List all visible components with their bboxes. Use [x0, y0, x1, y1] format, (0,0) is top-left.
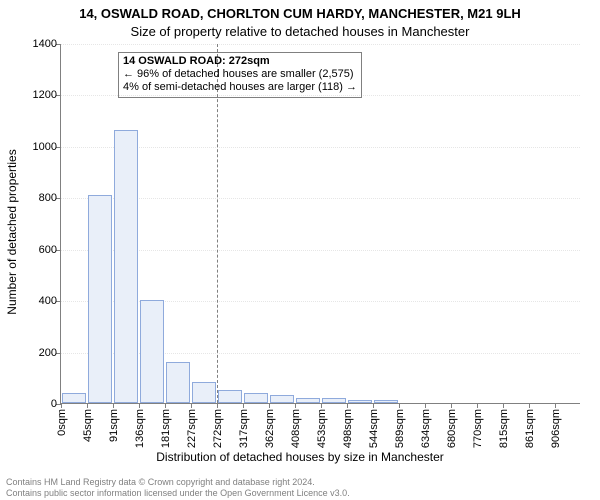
- y-tick-label: 1400: [33, 38, 57, 50]
- x-tick-mark: [347, 403, 348, 408]
- histogram-bar: [348, 400, 372, 403]
- chart-subtitle: Size of property relative to detached ho…: [0, 24, 600, 39]
- x-tick-label: 227sqm: [186, 409, 198, 448]
- x-tick-label: 408sqm: [290, 409, 302, 448]
- histogram-bar: [296, 398, 320, 403]
- x-tick-label: 45sqm: [82, 409, 94, 442]
- histogram-bar: [192, 382, 216, 403]
- x-tick-mark: [451, 403, 452, 408]
- histogram-bar: [62, 393, 86, 403]
- gridline: [61, 250, 580, 251]
- x-tick-label: 589sqm: [394, 409, 406, 448]
- x-tick-mark: [425, 403, 426, 408]
- y-tick-label: 200: [39, 347, 57, 359]
- x-tick-mark: [321, 403, 322, 408]
- x-tick-label: 544sqm: [368, 409, 380, 448]
- y-axis-label: Number of detached properties: [5, 149, 19, 314]
- property-marker-line: [217, 44, 218, 403]
- chart-title: 14, OSWALD ROAD, CHORLTON CUM HARDY, MAN…: [0, 6, 600, 21]
- y-tick-label: 400: [39, 295, 57, 307]
- histogram-bar: [140, 300, 164, 403]
- footer-line-1: Contains HM Land Registry data © Crown c…: [6, 477, 350, 487]
- y-tick-label: 600: [39, 244, 57, 256]
- histogram-bar: [270, 395, 294, 403]
- annotation-line-2: ← 96% of detached houses are smaller (2,…: [123, 68, 357, 81]
- x-tick-mark: [399, 403, 400, 408]
- x-tick-label: 634sqm: [420, 409, 432, 448]
- x-tick-label: 680sqm: [446, 409, 458, 448]
- x-tick-label: 861sqm: [524, 409, 536, 448]
- gridline: [61, 44, 580, 45]
- annotation-box: 14 OSWALD ROAD: 272sqm← 96% of detached …: [118, 52, 362, 98]
- x-tick-mark: [139, 403, 140, 408]
- x-axis-label: Distribution of detached houses by size …: [0, 450, 600, 464]
- x-tick-label: 272sqm: [212, 409, 224, 448]
- chart-container: 14, OSWALD ROAD, CHORLTON CUM HARDY, MAN…: [0, 0, 600, 500]
- histogram-bar: [374, 400, 398, 403]
- histogram-bar: [244, 393, 268, 403]
- plot-area: 02004006008001000120014000sqm45sqm91sqm1…: [60, 44, 580, 404]
- x-tick-label: 770sqm: [472, 409, 484, 448]
- x-tick-label: 317sqm: [238, 409, 250, 448]
- gridline: [61, 353, 580, 354]
- x-tick-mark: [87, 403, 88, 408]
- x-tick-label: 181sqm: [160, 409, 172, 448]
- x-tick-mark: [529, 403, 530, 408]
- x-tick-label: 815sqm: [498, 409, 510, 448]
- gridline: [61, 301, 580, 302]
- histogram-bar: [166, 362, 190, 403]
- y-tick-label: 800: [39, 192, 57, 204]
- x-tick-label: 0sqm: [56, 409, 68, 436]
- gridline: [61, 198, 580, 199]
- x-tick-mark: [373, 403, 374, 408]
- x-tick-mark: [191, 403, 192, 408]
- histogram-bar: [88, 195, 112, 403]
- x-tick-mark: [269, 403, 270, 408]
- x-tick-label: 906sqm: [550, 409, 562, 448]
- footer-line-2: Contains public sector information licen…: [6, 488, 350, 498]
- histogram-bar: [322, 398, 346, 403]
- x-tick-mark: [477, 403, 478, 408]
- x-tick-label: 362sqm: [264, 409, 276, 448]
- annotation-line-3: 4% of semi-detached houses are larger (1…: [123, 81, 357, 94]
- x-tick-mark: [295, 403, 296, 408]
- y-tick-label: 1000: [33, 141, 57, 153]
- x-tick-mark: [113, 403, 114, 408]
- x-tick-mark: [555, 403, 556, 408]
- x-tick-mark: [61, 403, 62, 408]
- x-tick-mark: [243, 403, 244, 408]
- annotation-line-1: 14 OSWALD ROAD: 272sqm: [123, 55, 357, 68]
- x-tick-mark: [165, 403, 166, 408]
- x-tick-label: 136sqm: [134, 409, 146, 448]
- x-tick-label: 498sqm: [342, 409, 354, 448]
- x-tick-mark: [217, 403, 218, 408]
- footer-attribution: Contains HM Land Registry data © Crown c…: [6, 477, 350, 498]
- x-tick-label: 91sqm: [108, 409, 120, 442]
- histogram-bar: [218, 390, 242, 403]
- x-tick-mark: [503, 403, 504, 408]
- y-tick-label: 1200: [33, 89, 57, 101]
- x-tick-label: 453sqm: [316, 409, 328, 448]
- histogram-bar: [114, 130, 138, 403]
- gridline: [61, 147, 580, 148]
